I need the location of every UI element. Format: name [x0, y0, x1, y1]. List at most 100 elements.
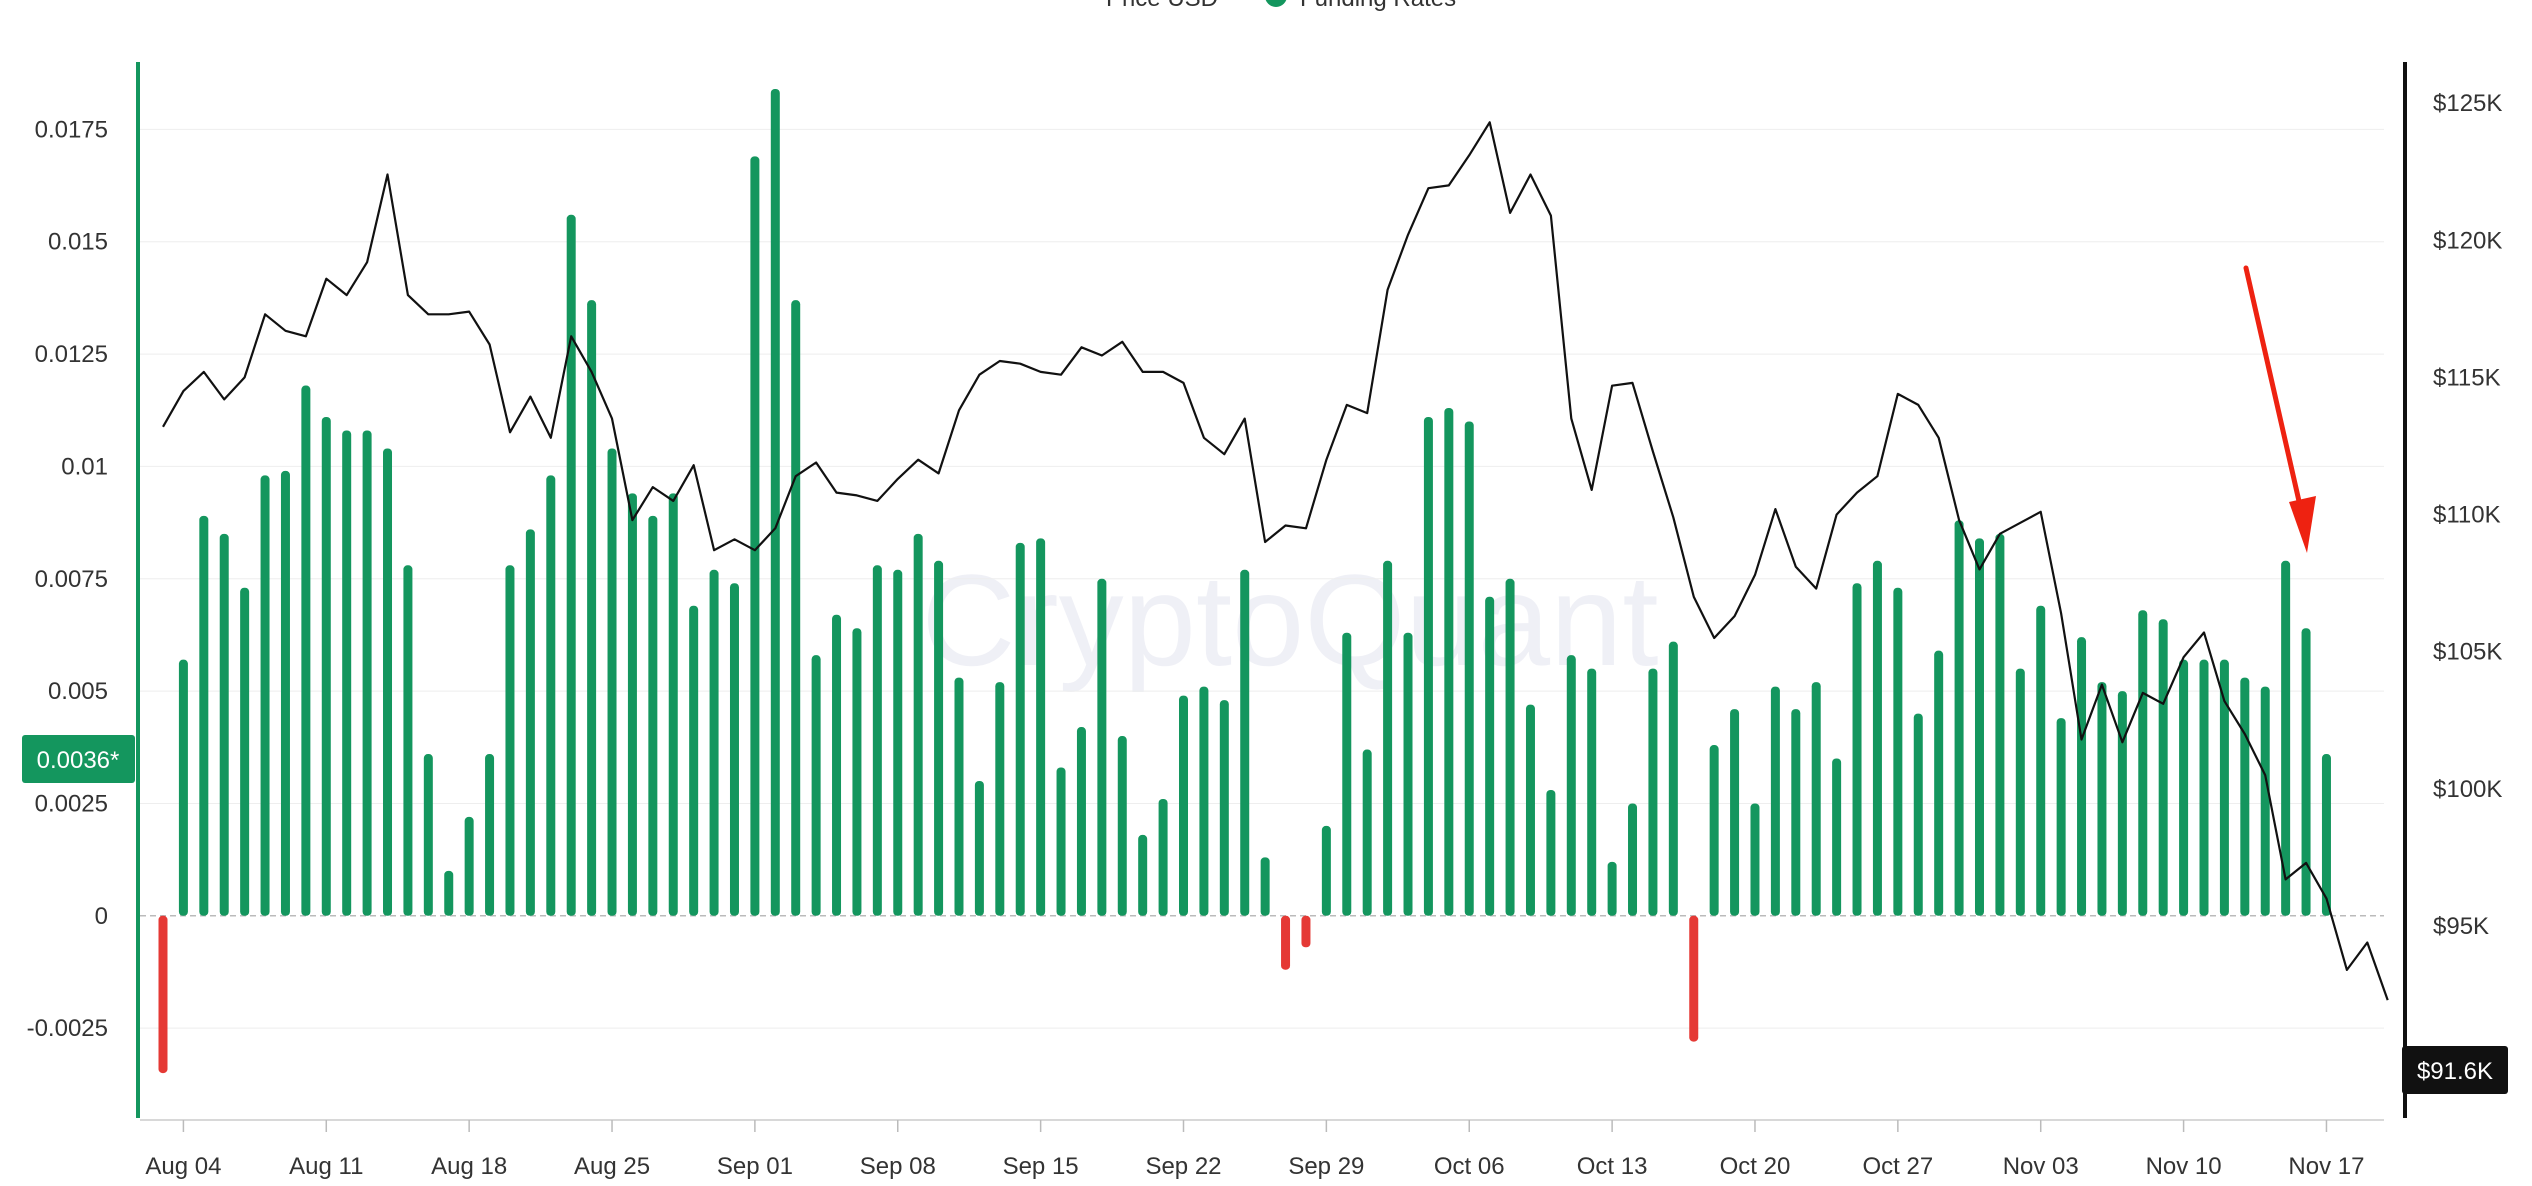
- funding-bar: [464, 816, 474, 916]
- left-tick-label: 0.0075: [35, 566, 108, 593]
- funding-bar: [2138, 610, 2148, 916]
- left-tick-label: 0.0125: [35, 341, 108, 368]
- funding-bar: [219, 533, 229, 916]
- funding-bar: [913, 533, 923, 916]
- right-tick-label: $120K: [2433, 227, 2502, 254]
- funding-bar: [2097, 682, 2107, 916]
- funding-bar: [1240, 569, 1250, 916]
- funding-bar: [1832, 758, 1842, 916]
- funding-bar: [403, 565, 413, 916]
- funding-bar: [1301, 915, 1311, 948]
- funding-bar: [383, 448, 393, 916]
- funding-bar: [832, 614, 842, 916]
- funding-bar: [566, 214, 576, 916]
- funding-bar: [280, 470, 290, 916]
- funding-bar: [1750, 803, 1760, 916]
- funding-bar: [2301, 628, 2311, 916]
- x-tick-label: Oct 20: [1720, 1153, 1791, 1180]
- funding-bar: [1587, 668, 1597, 916]
- price-line: [162, 121, 2389, 1001]
- funding-bar: [1036, 538, 1046, 916]
- right-tick-label: $100K: [2433, 776, 2502, 803]
- funding-bar: [423, 754, 433, 916]
- funding-bar: [2158, 619, 2168, 916]
- current-price-label: $91.6K: [2417, 1058, 2493, 1085]
- funding-bar: [954, 677, 964, 916]
- funding-bar: [1097, 578, 1107, 916]
- funding-bar: [485, 754, 495, 916]
- funding-bar: [1015, 542, 1025, 916]
- funding-bar: [1383, 560, 1393, 916]
- funding-bar: [872, 565, 882, 916]
- funding-bar: [2077, 637, 2087, 916]
- funding-bar: [321, 416, 331, 916]
- funding-bar: [1954, 520, 1964, 916]
- funding-bar: [1138, 834, 1148, 916]
- funding-bar: [362, 430, 372, 916]
- funding-bar: [852, 628, 862, 916]
- funding-bar: [2117, 691, 2127, 916]
- funding-bar: [627, 493, 637, 916]
- funding-bar: [444, 870, 454, 916]
- funding-bar: [1893, 587, 1903, 916]
- funding-bar: [1811, 682, 1821, 916]
- funding-bar: [1628, 803, 1638, 916]
- funding-bar: [1525, 704, 1535, 916]
- funding-bar: [240, 587, 250, 916]
- funding-bar: [893, 569, 903, 916]
- funding-bar: [2321, 754, 2331, 916]
- funding-bar: [1362, 749, 1372, 916]
- left-tick-label: 0.015: [48, 229, 108, 256]
- left-axis-ticks: -0.0025 0 0.0025 0.005 0.0075 0.01 0.0125 0.015…: [27, 116, 108, 1042]
- funding-bar: [199, 515, 209, 916]
- funding-bar: [1423, 416, 1433, 916]
- current-funding-badge: 0.0036*: [22, 735, 135, 783]
- right-tick-label: $125K: [2433, 90, 2502, 117]
- funding-bar: [1342, 632, 1352, 916]
- funding-bar: [2015, 668, 2025, 916]
- funding-bar: [1076, 727, 1086, 916]
- funding-bar: [2036, 605, 2046, 916]
- funding-bar: [750, 156, 760, 916]
- funding-bar: [1464, 421, 1474, 916]
- x-tick-label: Aug 25: [574, 1153, 650, 1180]
- funding-bar: [1158, 798, 1168, 916]
- x-tick-label: Nov 10: [2146, 1153, 2222, 1180]
- funding-bar: [1730, 709, 1740, 916]
- funding-bar: [342, 430, 352, 916]
- x-tick-label: Sep 29: [1288, 1153, 1364, 1180]
- funding-bar: [709, 569, 719, 916]
- funding-bar: [2219, 659, 2229, 916]
- current-price-badge: $91.6K: [2402, 1046, 2508, 1094]
- funding-bar: [2240, 677, 2250, 916]
- funding-bar: [1791, 709, 1801, 916]
- funding-bar: [1199, 686, 1209, 916]
- funding-bar: [770, 88, 780, 916]
- funding-bar: [1403, 632, 1413, 916]
- funding-bar: [1056, 767, 1066, 916]
- right-tick-label: $110K: [2433, 502, 2501, 529]
- left-tick-label: 0: [95, 903, 108, 930]
- funding-bar: [505, 565, 515, 916]
- x-tick-label: Aug 18: [431, 1153, 507, 1180]
- funding-bar: [648, 515, 658, 916]
- x-tick-label: Sep 01: [717, 1153, 793, 1180]
- funding-bar: [1974, 538, 1984, 916]
- right-tick-label: $105K: [2433, 639, 2502, 666]
- x-tick-label: Aug 04: [145, 1153, 221, 1180]
- funding-bar: [2260, 686, 2270, 916]
- right-axis-ticks: $95K $100K $105K $110K $115K $120K $125K: [2433, 90, 2502, 940]
- funding-bar: [791, 300, 801, 916]
- left-tick-label: 0.005: [48, 678, 108, 705]
- funding-bar: [587, 300, 597, 916]
- x-tick-label: Aug 11: [289, 1153, 363, 1180]
- legend-funding-marker: [1265, 0, 1287, 7]
- funding-bar: [1995, 533, 2005, 916]
- left-tick-label: 0.0025: [35, 790, 108, 817]
- right-tick-label: $115K: [2433, 364, 2501, 391]
- funding-bar: [158, 915, 168, 1074]
- funding-bar: [1852, 583, 1862, 916]
- x-tick-label: Oct 06: [1434, 1153, 1505, 1180]
- funding-bar: [974, 780, 984, 916]
